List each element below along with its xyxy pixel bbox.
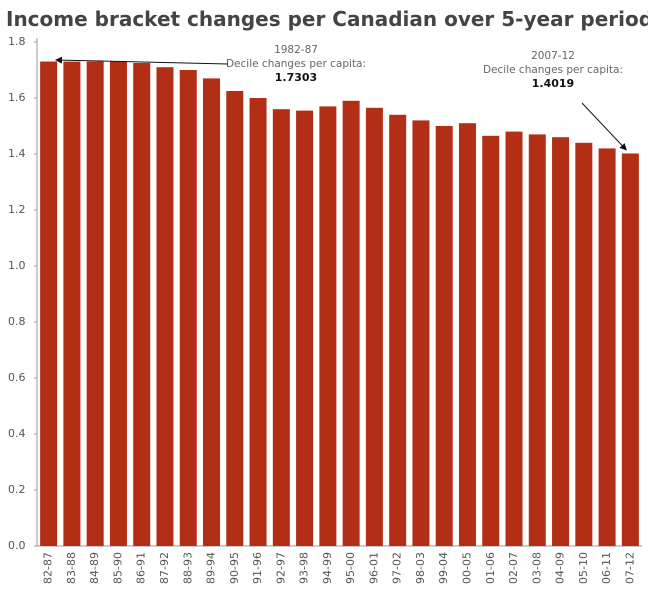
- x-tick-label: 93-98: [298, 552, 311, 584]
- x-tick-label: 06-11: [600, 552, 613, 584]
- annotation-title: 2007-12: [531, 50, 575, 62]
- x-tick-label: 82-87: [42, 552, 55, 584]
- bar: [365, 107, 383, 547]
- x-tick-label: 92-97: [274, 552, 287, 584]
- x-tick-label: 04-09: [554, 552, 567, 584]
- bar: [458, 123, 476, 546]
- bar: [389, 114, 407, 547]
- y-tick-label: 0.6: [8, 371, 26, 384]
- bar: [156, 67, 174, 546]
- bar: [598, 148, 616, 546]
- y-tick-label: 0.8: [8, 315, 26, 328]
- y-tick-label: 1.0: [8, 259, 26, 272]
- y-tick-label: 0.0: [8, 539, 26, 552]
- bar: [272, 109, 290, 546]
- bar: [552, 137, 570, 546]
- annotation-text: Decile changes per capita:: [226, 58, 366, 70]
- x-tick-label: 94-99: [321, 552, 334, 584]
- annotation-arrow: [581, 102, 627, 151]
- y-tick-label: 1.8: [8, 35, 26, 48]
- bar: [40, 61, 58, 547]
- x-tick-label: 87-92: [158, 552, 171, 584]
- bar: [505, 131, 523, 546]
- x-tick-label: 90-95: [228, 552, 241, 584]
- chart-title: Income bracket changes per Canadian over…: [6, 7, 648, 31]
- bar: [109, 61, 127, 546]
- x-tick-label: 05-10: [577, 552, 590, 584]
- bar: [342, 100, 360, 547]
- bar: [86, 61, 104, 546]
- bar: [179, 70, 197, 546]
- x-tick-label: 88-93: [181, 552, 194, 584]
- bar: [133, 63, 151, 546]
- x-tick-label: 84-89: [88, 552, 101, 584]
- x-tick-label: 91-96: [251, 552, 264, 584]
- bar: [482, 135, 500, 547]
- x-tick-label: 86-91: [135, 552, 148, 584]
- bar: [575, 142, 593, 547]
- y-tick-label: 0.4: [8, 427, 26, 440]
- x-tick-label: 95-00: [344, 552, 357, 584]
- bar: [203, 78, 221, 547]
- bar: [435, 126, 453, 546]
- y-tick-label: 0.2: [8, 483, 26, 496]
- x-tick-label: 02-07: [507, 552, 520, 584]
- x-tick-label: 96-01: [367, 552, 380, 584]
- bar: [412, 120, 430, 547]
- annotation-title: 1982-87: [274, 44, 318, 56]
- x-tick-label: 01-06: [484, 552, 497, 584]
- bar: [63, 61, 81, 546]
- x-tick-label: 83-88: [65, 552, 78, 584]
- x-tick-label: 85-90: [111, 552, 124, 584]
- bar: [249, 98, 267, 546]
- y-tick-label: 1.2: [8, 203, 26, 216]
- x-tick-label: 98-03: [414, 552, 427, 584]
- annotation-text: Decile changes per capita:: [483, 64, 623, 76]
- y-tick-label: 1.6: [8, 91, 26, 104]
- annotation-arrow: [54, 56, 229, 65]
- x-tick-label: 89-94: [205, 552, 218, 584]
- bar: [226, 91, 244, 546]
- bar: [621, 153, 639, 546]
- x-tick-label: 07-12: [623, 552, 636, 584]
- bar: [319, 106, 337, 547]
- x-tick-label: 99-04: [437, 552, 450, 584]
- bar: [528, 134, 546, 546]
- y-tick-label: 1.4: [8, 147, 26, 160]
- x-tick-label: 03-08: [530, 552, 543, 584]
- x-tick-label: 00-05: [460, 552, 473, 584]
- annotation-value: 1.7303: [275, 71, 317, 84]
- bar: [296, 110, 314, 546]
- x-tick-label: 97-02: [391, 552, 404, 584]
- annotation-value: 1.4019: [532, 77, 574, 90]
